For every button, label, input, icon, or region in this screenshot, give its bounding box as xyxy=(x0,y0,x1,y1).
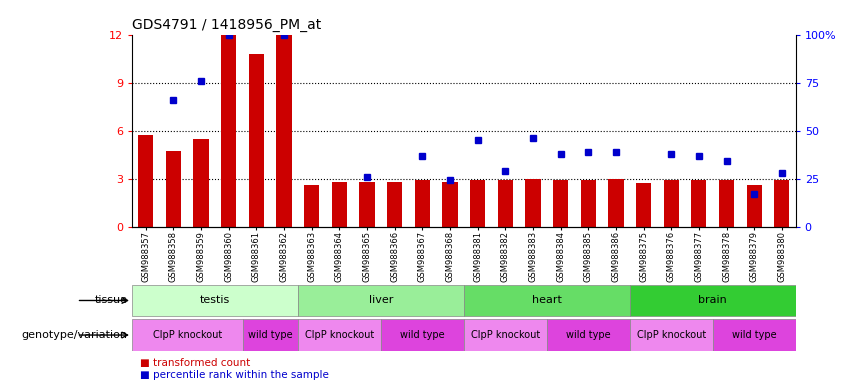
Text: ClpP knockout: ClpP knockout xyxy=(471,330,540,340)
Bar xyxy=(470,180,485,227)
Bar xyxy=(608,179,624,227)
Bar xyxy=(464,319,547,351)
Bar xyxy=(298,319,381,351)
Bar xyxy=(138,136,153,227)
Bar xyxy=(193,139,208,227)
Text: ClpP knockout: ClpP knockout xyxy=(152,330,222,340)
Bar xyxy=(691,180,706,227)
Bar xyxy=(498,180,513,227)
Bar xyxy=(553,180,568,227)
Bar xyxy=(243,319,298,351)
Bar xyxy=(248,54,264,227)
Bar xyxy=(719,180,734,227)
Bar xyxy=(630,285,796,316)
Text: GDS4791 / 1418956_PM_at: GDS4791 / 1418956_PM_at xyxy=(132,18,321,31)
Text: ■ percentile rank within the sample: ■ percentile rank within the sample xyxy=(140,370,329,380)
Bar xyxy=(636,184,651,227)
Text: wild type: wild type xyxy=(400,330,444,340)
Bar xyxy=(414,180,430,227)
Text: liver: liver xyxy=(368,295,393,306)
Text: ■ transformed count: ■ transformed count xyxy=(140,358,251,368)
Bar xyxy=(277,35,292,227)
Bar xyxy=(580,180,596,227)
Bar xyxy=(381,319,464,351)
Text: wild type: wild type xyxy=(566,330,610,340)
Bar xyxy=(221,35,237,227)
Bar xyxy=(525,179,540,227)
Bar xyxy=(332,182,347,227)
Text: brain: brain xyxy=(699,295,727,306)
Bar xyxy=(713,319,796,351)
Bar xyxy=(359,182,374,227)
Text: testis: testis xyxy=(200,295,230,306)
Bar xyxy=(774,180,790,227)
Bar xyxy=(547,319,630,351)
Bar xyxy=(298,285,464,316)
Text: wild type: wild type xyxy=(732,330,776,340)
Bar xyxy=(166,151,181,227)
Bar xyxy=(132,319,243,351)
Bar xyxy=(746,185,762,227)
Bar xyxy=(387,182,403,227)
Bar xyxy=(443,182,458,227)
Bar xyxy=(132,285,298,316)
Text: tissue: tissue xyxy=(94,295,128,306)
Bar xyxy=(464,285,630,316)
Text: genotype/variation: genotype/variation xyxy=(21,330,128,340)
Text: ClpP knockout: ClpP knockout xyxy=(637,330,705,340)
Bar xyxy=(304,185,319,227)
Bar xyxy=(664,180,679,227)
Text: wild type: wild type xyxy=(248,330,293,340)
Text: heart: heart xyxy=(532,295,562,306)
Text: ClpP knockout: ClpP knockout xyxy=(305,330,374,340)
Bar xyxy=(630,319,712,351)
